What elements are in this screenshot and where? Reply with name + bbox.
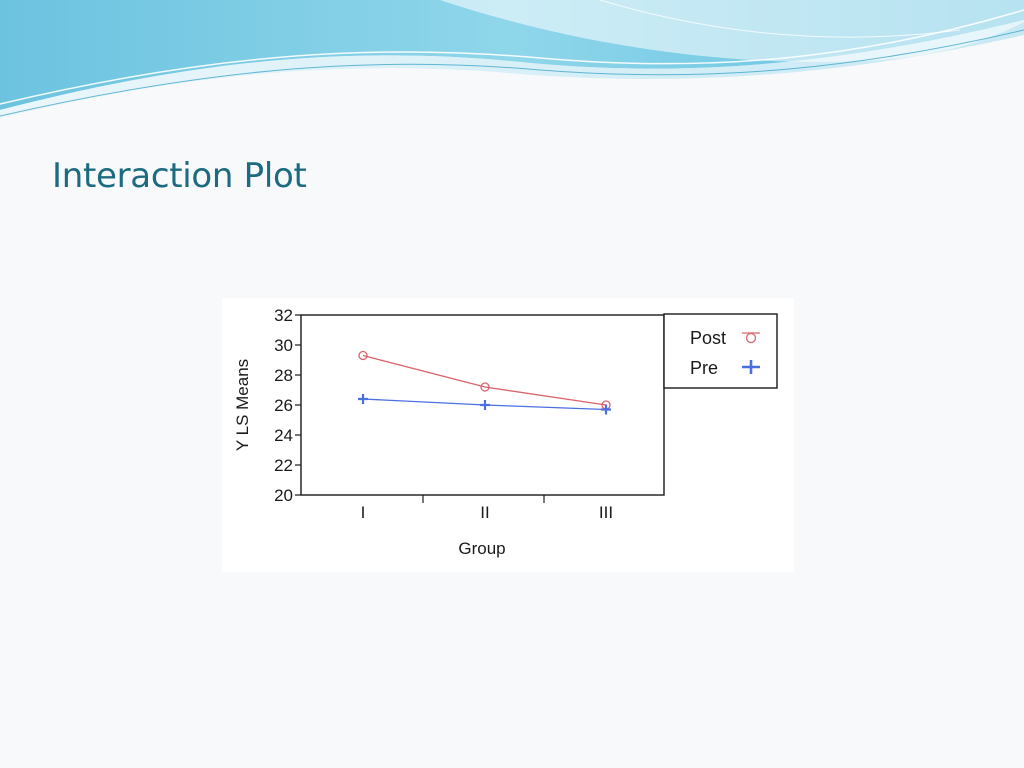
series-line-post <box>362 354 607 406</box>
x-axis-label: Group <box>458 539 505 558</box>
data-point-post <box>480 382 490 392</box>
y-tick-label: 24 <box>274 426 293 445</box>
legend-box <box>663 313 778 389</box>
data-point-post <box>358 350 368 361</box>
data-point-pre <box>358 394 368 404</box>
data-point-pre <box>480 400 490 410</box>
y-tick-label: 22 <box>274 456 293 475</box>
legend-marker-pre <box>742 360 760 374</box>
y-tick-label: 28 <box>274 366 293 385</box>
y-axis-label: Y LS Means <box>233 359 252 451</box>
y-tick-label: 30 <box>274 336 293 355</box>
x-tick-label: III <box>599 503 613 522</box>
interaction-plot-chart: 20 22 24 26 28 30 32 I II III Group Y LS Means Post P… <box>222 298 794 572</box>
x-tick-label: I <box>361 503 366 522</box>
slide-title: Interaction Plot <box>52 156 307 196</box>
legend-marker-post <box>745 332 757 344</box>
y-tick-label: 20 <box>274 486 293 505</box>
y-tick-label: 32 <box>274 306 293 325</box>
x-tick-label: II <box>480 503 489 522</box>
data-point-pre <box>601 404 611 415</box>
header-swoosh-decoration <box>0 0 1024 118</box>
legend-label-pre: Pre <box>690 358 718 378</box>
legend-label-post: Post <box>690 328 726 348</box>
y-tick-label: 26 <box>274 396 293 415</box>
